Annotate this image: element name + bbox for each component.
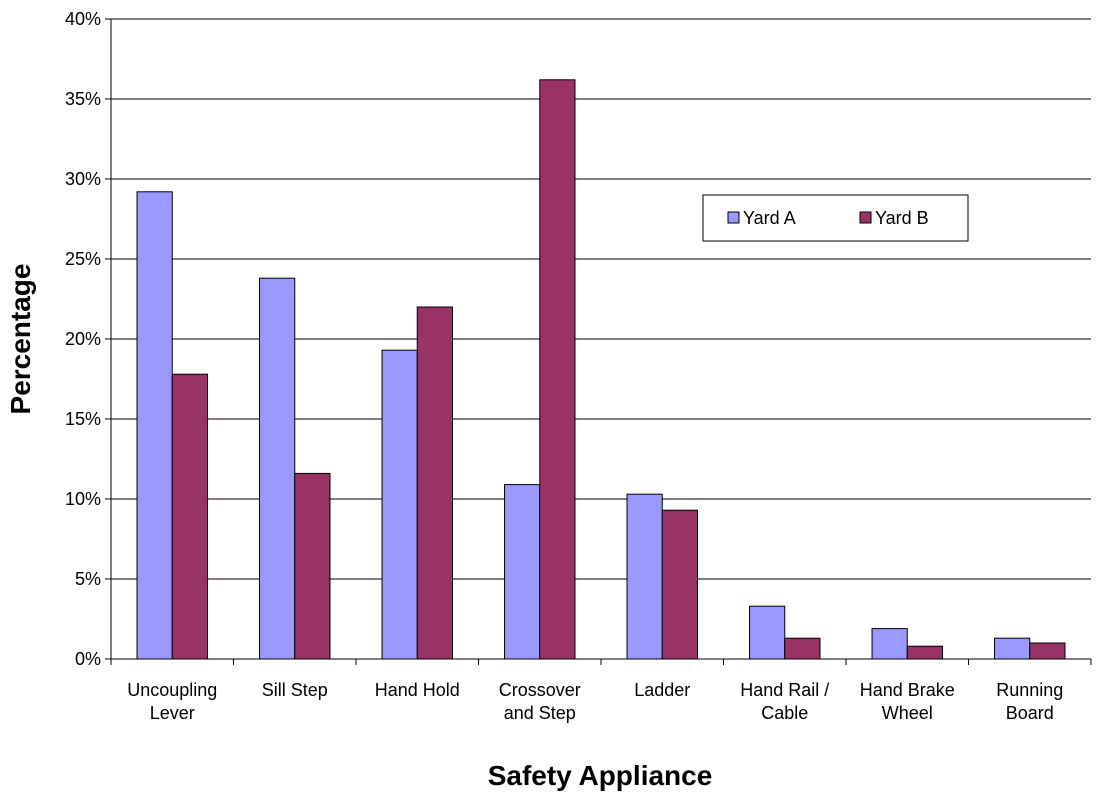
y-axis-title: Percentage — [5, 264, 36, 415]
bar-yard-a — [136, 191, 173, 660]
bar-yard-b — [294, 472, 331, 660]
y-tick-label: 20% — [65, 329, 101, 349]
x-axis-title: Safety Appliance — [488, 760, 713, 791]
y-tick-label: 0% — [75, 649, 101, 669]
x-tick-label: Hand Rail / Cable — [740, 680, 829, 723]
legend: Yard A Yard B — [702, 194, 969, 242]
x-tick-label: Ladder — [634, 680, 690, 700]
bar-yard-b — [661, 509, 698, 660]
bars — [136, 79, 1066, 660]
y-tick-label: 10% — [65, 489, 101, 509]
bar-yard-a — [504, 484, 541, 660]
bar-yard-a — [381, 349, 418, 660]
bar-yard-a — [749, 605, 786, 660]
bar-yard-b — [539, 79, 576, 660]
x-tick-labels: Uncoupling Lever Sill Step Hand Hold Crossov… — [127, 680, 1063, 723]
y-tick-label: 25% — [65, 249, 101, 269]
bar-yard-b — [416, 306, 453, 660]
bar-yard-b — [784, 637, 821, 660]
bar-yard-b — [1029, 642, 1066, 660]
axes — [105, 18, 1092, 665]
legend-box — [702, 194, 969, 242]
y-tick-label: 5% — [75, 569, 101, 589]
x-tick-label: Hand Brake Wheel — [860, 680, 955, 723]
x-tick-label: Hand Hold — [375, 680, 460, 700]
x-tick-label: Crossover and Step — [499, 680, 581, 723]
bar-yard-b — [171, 373, 208, 660]
bar-yard-b — [906, 645, 943, 660]
y-tick-label: 40% — [65, 9, 101, 29]
legend-swatch-yard-b — [859, 211, 872, 224]
legend-label-yard-b: Yard B — [875, 208, 929, 228]
x-tick-label: Sill Step — [262, 680, 328, 700]
bar-yard-a — [259, 277, 296, 660]
bar-yard-a — [994, 637, 1031, 660]
y-tick-labels: 0% 5% 10% 15% 20% 25% 30% 35% 40% — [65, 9, 101, 669]
x-tick-label: Running Board — [996, 680, 1063, 723]
y-tick-label: 35% — [65, 89, 101, 109]
legend-swatch-yard-a — [727, 211, 740, 224]
legend-label-yard-a: Yard A — [743, 208, 796, 228]
bar-yard-a — [871, 628, 908, 660]
y-tick-label: 30% — [65, 169, 101, 189]
x-tick-label: Uncoupling Lever — [127, 680, 217, 723]
y-tick-label: 15% — [65, 409, 101, 429]
bar-yard-a — [626, 493, 663, 660]
